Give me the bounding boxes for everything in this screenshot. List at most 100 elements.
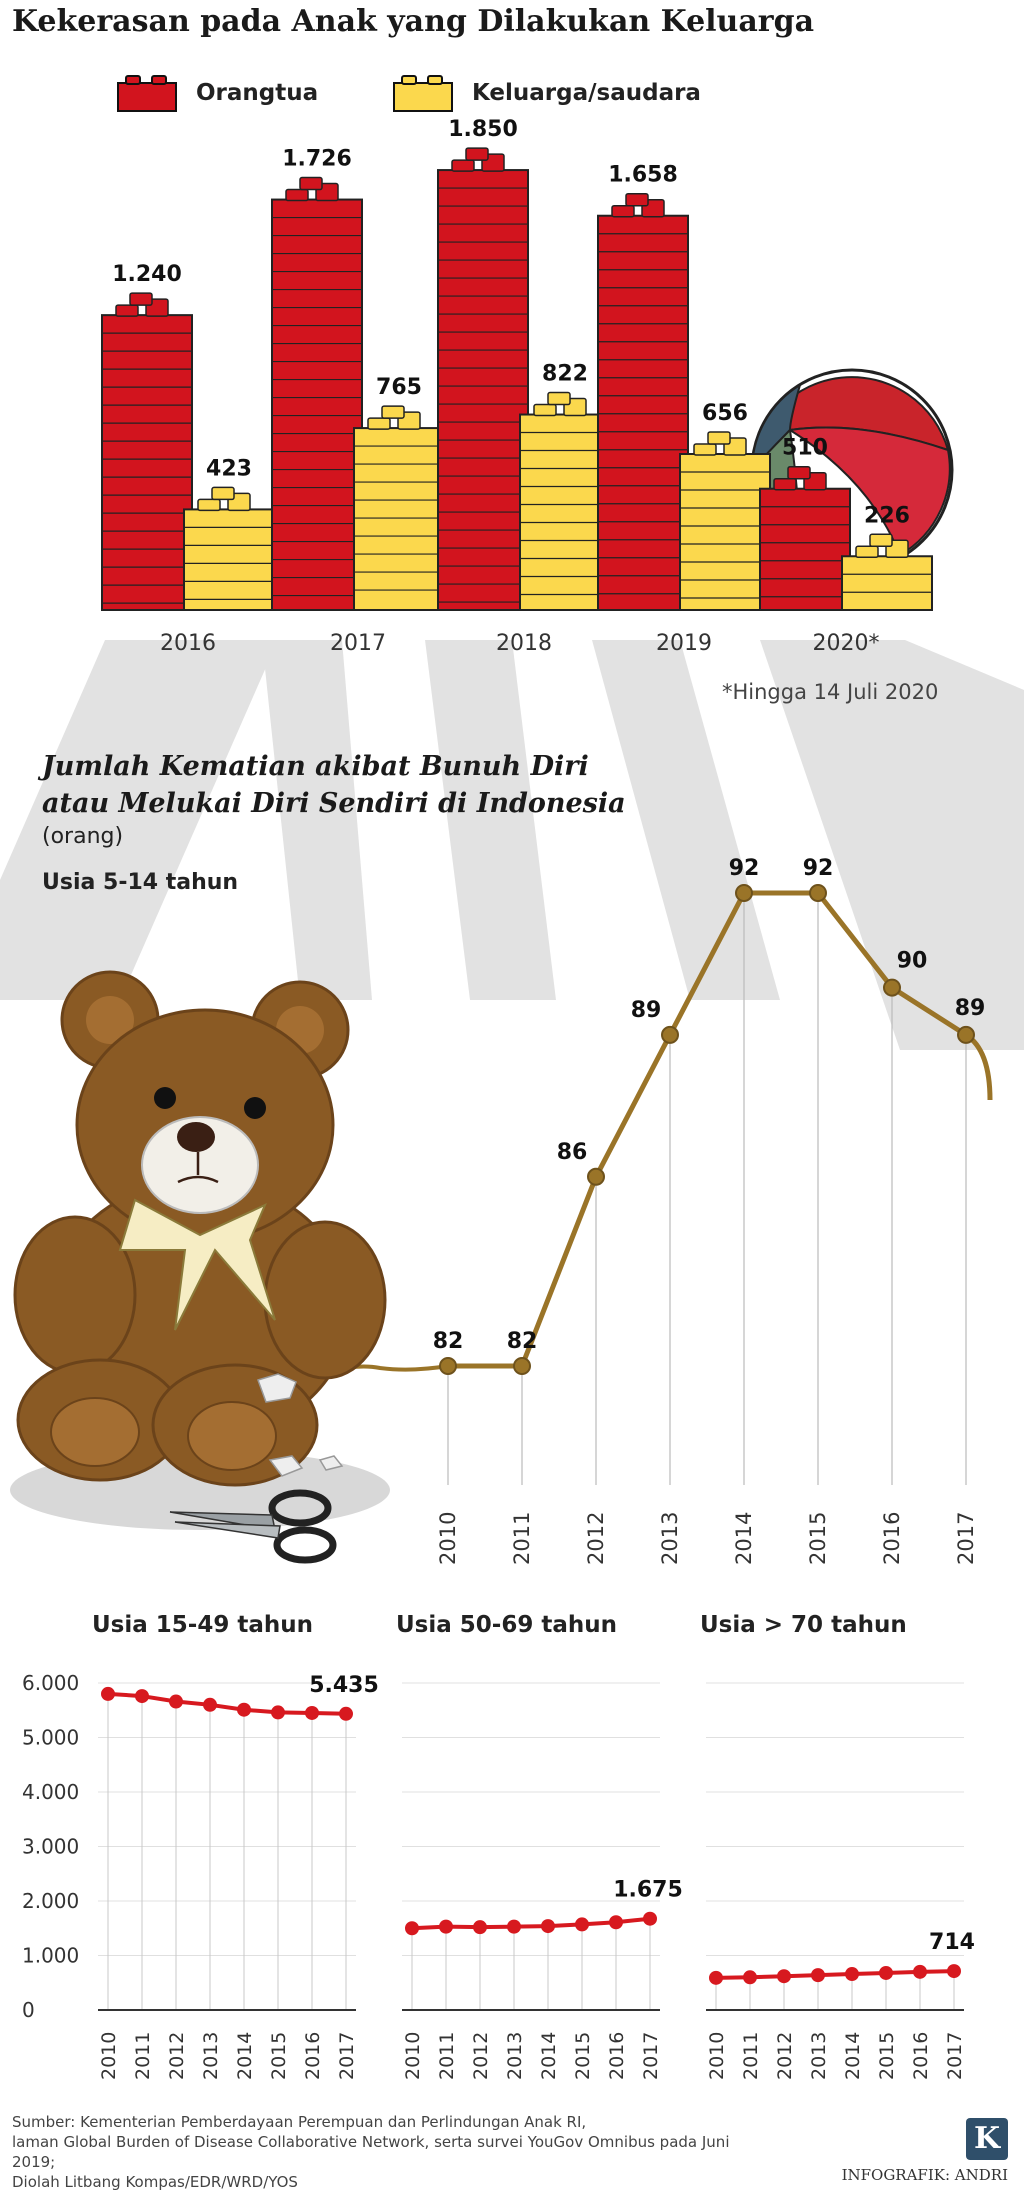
brick-stud: [129, 292, 153, 306]
line-point: [169, 1694, 183, 1709]
line-point: [609, 1915, 623, 1930]
legend-keluarga-label: Keluarga/saudara: [472, 80, 701, 106]
bar-value-label: 226: [864, 503, 910, 528]
red-brick-icon: [117, 75, 177, 112]
line-point: [845, 1967, 859, 1982]
bar-value-label: 1.726: [282, 147, 352, 172]
x-tick-label: 2015: [268, 2032, 290, 2080]
x-tick-label: 2013: [658, 1512, 682, 1565]
cotton-piece: [318, 1455, 344, 1471]
bar-value-label: 1.240: [112, 262, 182, 287]
source-line: Sumber: Kementerian Pemberdayaan Perempu…: [12, 2113, 587, 2131]
brick-stud: [211, 486, 235, 501]
line-point: [777, 1969, 791, 1984]
x-tick-label: 2014: [842, 2032, 864, 2080]
x-tick-label: 2010: [98, 2032, 120, 2080]
x-tick-label: 2011: [740, 2032, 762, 2080]
x-tick-label: 2010: [436, 1512, 460, 1565]
brick-stud: [869, 533, 893, 548]
bear-nose: [177, 1122, 215, 1152]
kompas-logo-icon: K: [966, 2118, 1008, 2160]
line-chart-70: 2010 2011 2012 2013 2014 2015 2016 2017 714: [706, 1682, 975, 2080]
bar-keluarga-2020: 226: [841, 503, 933, 612]
brick-stud: [299, 176, 323, 191]
bear-ribbon: [118, 1198, 276, 1331]
line-chart-5-14: 2010 2011 2012 2013 2014 2015 2016 2017 82 82 86 89…: [299, 856, 993, 1565]
bar-value-label: 510: [782, 436, 828, 461]
line-point: [339, 1706, 353, 1721]
x-tick-label: 2010: [706, 2032, 728, 2080]
line-point: [743, 1970, 757, 1985]
line-chart-title: Jumlah Kematian akibat Bunuh Diri atau M…: [42, 751, 626, 819]
bar-body: [679, 453, 771, 611]
bar-keluarga-2019: 656: [679, 401, 771, 611]
brick-stud: [533, 403, 557, 417]
line-value-label: 92: [803, 856, 834, 881]
scissor-blade: [174, 1521, 281, 1539]
x-tick-label: 2014: [538, 2032, 560, 2080]
line-point: [809, 884, 827, 902]
bear-mouth: [177, 1152, 219, 1184]
line-point: [135, 1689, 149, 1704]
source-line: Diolah Litbang Kompas/EDR/WRD/YOS: [12, 2173, 298, 2191]
credit-text: INFOGRAFIK: ANDRI: [841, 2166, 1008, 2184]
line-point: [913, 1964, 927, 1979]
legend-orangtua-label: Orangtua: [196, 80, 319, 106]
bear-foot: [50, 1397, 140, 1467]
end-value-label: 714: [929, 1930, 975, 1955]
bar-body: [437, 169, 529, 611]
brick-stud: [451, 159, 475, 172]
small-chart-title-70: Usia > 70 tahun: [700, 1612, 907, 1638]
brick-stud: [787, 465, 811, 480]
bar-value-label: 765: [376, 375, 422, 400]
bar-keluarga-2018: 822: [519, 362, 611, 612]
x-tick-label: 2016: [606, 2032, 628, 2080]
x-tick-label: 2015: [806, 1512, 830, 1565]
brick-stud: [707, 431, 731, 445]
bar-category-label: 2020*: [813, 631, 880, 656]
main-title: Kekerasan pada Anak yang Dilakukan Kelua…: [12, 4, 815, 39]
line-value-label: 86: [557, 1140, 588, 1165]
teddy-bear-icon: [10, 970, 390, 1530]
bar-value-label: 656: [702, 401, 748, 426]
bar-chart: 1.240 423 2016 1.726 765 2017 1.850 822 2018 1.65…: [101, 117, 954, 656]
x-tick-label: 2017: [944, 2032, 966, 2080]
y-tick-label: 1.000: [22, 1944, 79, 1968]
line-point: [507, 1919, 521, 1934]
y-tick-label: 0: [22, 1998, 35, 2022]
bear-eye: [244, 1097, 266, 1119]
brick-stud: [547, 391, 571, 406]
line-point: [513, 1357, 531, 1375]
line-value-label: 90: [897, 949, 928, 974]
x-tick-label: 2015: [572, 2032, 594, 2080]
source-text: Sumber: Kementerian Pemberdayaan Perempu…: [12, 2112, 772, 2192]
bar-orangtua-2017: 1.726: [271, 147, 363, 612]
source-line: laman Global Burden of Disease Collabora…: [12, 2133, 730, 2171]
line-point: [709, 1970, 723, 1985]
line-chart-15-49: 2010 2011 2012 2013 2014 2015 2016 2017 0 1.000 2.…: [22, 1671, 379, 2080]
brick-stud: [381, 405, 405, 419]
line-point: [735, 884, 753, 902]
x-tick-label: 2011: [510, 1512, 534, 1565]
line-value-label: 89: [631, 998, 662, 1023]
x-tick-label: 2014: [234, 2032, 256, 2080]
line-point: [439, 1357, 457, 1375]
brick-stud: [855, 545, 879, 559]
legend-keluarga: Keluarga/saudara: [392, 70, 701, 116]
x-tick-label: 2016: [880, 1512, 904, 1565]
bar-keluarga-2017: 765: [353, 375, 445, 612]
bar-keluarga-2016: 423: [183, 456, 275, 612]
x-tick-label: 2017: [954, 1512, 978, 1565]
bar-category-label: 2017: [330, 631, 386, 656]
bear-arm: [263, 1220, 387, 1380]
x-tick-label: 2015: [876, 2032, 898, 2080]
x-tick-label: 2011: [436, 2032, 458, 2080]
legend-orangtua: Orangtua: [116, 70, 318, 116]
bar-category-label: 2019: [656, 631, 712, 656]
x-tick-label: 2012: [774, 2032, 796, 2080]
line-point: [587, 1167, 605, 1186]
line-point: [305, 1705, 319, 1720]
line-point: [883, 978, 901, 997]
x-tick-label: 2017: [336, 2032, 358, 2080]
brick-stud: [611, 204, 635, 218]
